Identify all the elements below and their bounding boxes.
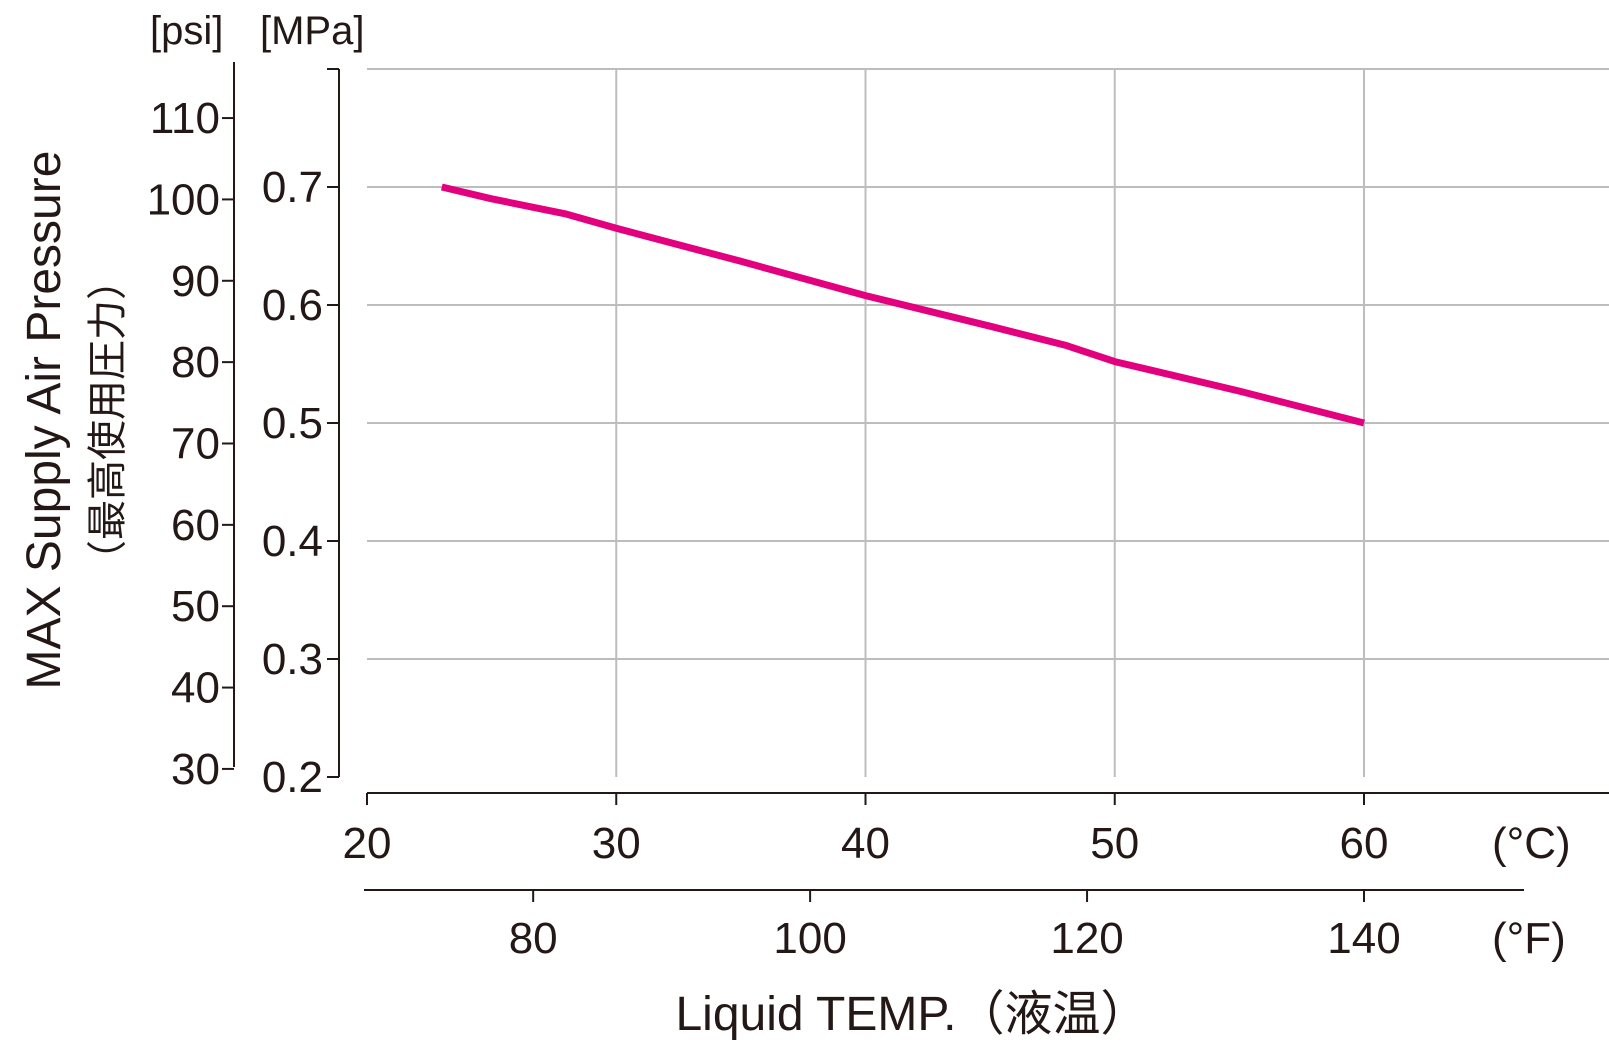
tick-labels: 30 40 50 60 70 80 90 100 110 0.2 0.3 0.4 0.5 0.6 0.7 20…	[147, 94, 1401, 963]
series-line	[440, 183, 1365, 427]
y-right-tick-label: 0.6	[262, 281, 323, 330]
series-layer	[440, 183, 1365, 427]
y-right-tick-label: 0.7	[262, 163, 323, 212]
y-right-tick-label: 0.3	[262, 635, 323, 684]
y-left-tick-label: 80	[171, 338, 220, 387]
x-axis-title: Liquid TEMP.（液温）	[675, 988, 1148, 1041]
y-left-tick-label: 100	[147, 175, 220, 224]
y-left-tick-label: 70	[171, 419, 220, 468]
y-left-tick-label: 50	[171, 582, 220, 631]
y-left-tick-label: 60	[171, 501, 220, 550]
y-left-tick-label: 30	[171, 745, 220, 794]
y-axis-subtitle: （最高使用圧力）	[86, 260, 130, 580]
y-left-tick-label: 110	[150, 94, 220, 143]
x-primary-tick-label: 40	[841, 819, 890, 868]
axis-labels: [psi] [MPa] (°C) (°F) Liquid TEMP.（液温） M…	[18, 9, 1571, 1041]
x-primary-tick-label: 20	[343, 819, 392, 868]
x-secondary-tick-label: 120	[1050, 914, 1123, 963]
y-right-tick-label: 0.2	[262, 753, 323, 802]
x-secondary-tick-label: 140	[1327, 914, 1400, 963]
y-right-tick-label: 0.4	[262, 517, 323, 566]
x-secondary-tick-label: 100	[773, 914, 846, 963]
x-primary-unit-label: (°C)	[1492, 819, 1571, 868]
x-secondary-unit-label: (°F)	[1492, 914, 1566, 963]
y-left-tick-label: 90	[171, 257, 220, 306]
y-left-unit-label: [psi]	[150, 9, 223, 53]
x-primary-tick-label: 50	[1090, 819, 1139, 868]
axes	[222, 62, 1609, 902]
y-left-tick-label: 40	[171, 664, 220, 713]
y-axis-title: MAX Supply Air Pressure	[18, 151, 71, 690]
y-right-unit-label: [MPa]	[260, 9, 364, 53]
x-primary-tick-label: 30	[592, 819, 641, 868]
grid	[367, 68, 1609, 777]
x-secondary-tick-label: 80	[509, 914, 558, 963]
x-primary-tick-label: 60	[1340, 819, 1389, 868]
y-right-tick-label: 0.5	[262, 399, 323, 448]
